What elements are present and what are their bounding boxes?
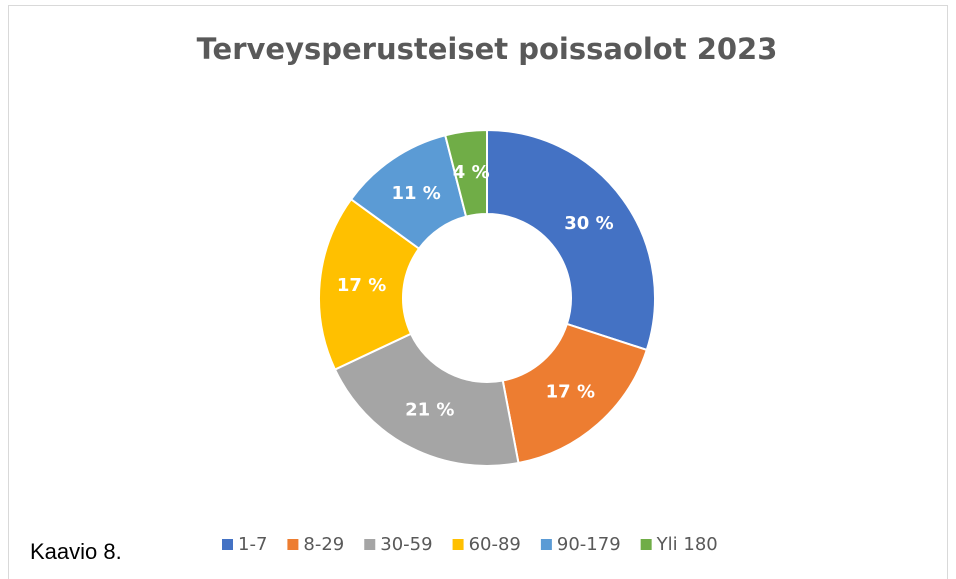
legend-label: 30-59 [380, 534, 432, 555]
legend-swatch [287, 539, 299, 550]
donut-segment [318, 197, 421, 371]
legend-swatch [640, 539, 652, 550]
data-label: 4 % [453, 162, 490, 183]
donut-segment [444, 128, 488, 218]
data-label: 21 % [405, 399, 454, 420]
chart-title: Terveysperusteiset poissaolot 2023 [197, 32, 778, 66]
data-label: 17 % [337, 275, 386, 296]
caption: Kaavio 8. [30, 539, 122, 564]
legend-label: 1-7 [238, 534, 267, 555]
legend-swatch [364, 539, 376, 550]
data-label: 17 % [546, 382, 595, 403]
legend-swatch [222, 539, 233, 550]
legend-swatch [540, 539, 552, 550]
data-label: 11 % [391, 183, 440, 204]
legend-label: 90-179 [557, 534, 621, 555]
legend-label: 8-29 [303, 534, 344, 555]
donut-segment [333, 332, 520, 467]
chart-frame [8, 5, 948, 579]
donut-segment [501, 322, 649, 465]
legend-label: Yli 180 [656, 534, 718, 555]
legend-swatch [452, 539, 464, 550]
donut-segment [486, 128, 656, 352]
data-label: 30 % [564, 213, 613, 234]
legend-label: 60-89 [469, 534, 521, 555]
